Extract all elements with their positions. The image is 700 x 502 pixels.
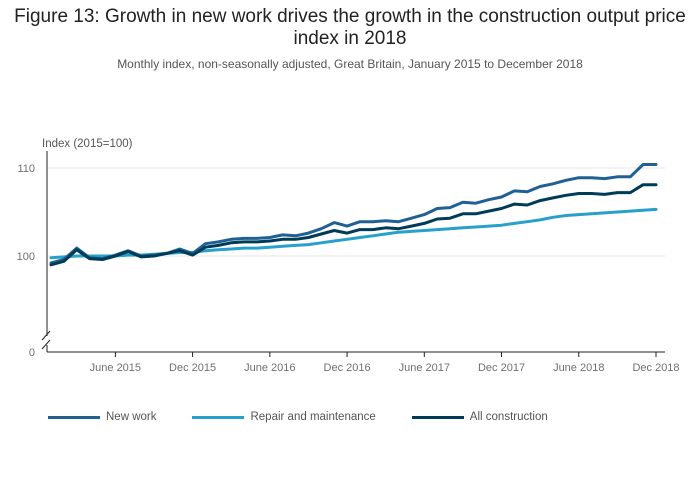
legend-swatch-all-construction bbox=[411, 415, 464, 419]
y-tick-labels: 0 100 110 bbox=[17, 163, 35, 359]
x-tick-label: Dec 2018 bbox=[632, 362, 679, 374]
axes bbox=[41, 151, 665, 357]
x-tick-label: Dec 2016 bbox=[324, 362, 371, 374]
y-axis-title: Index (2015=100) bbox=[42, 138, 133, 150]
legend-swatch-new-work bbox=[48, 415, 100, 419]
y-tick-label-0: 0 bbox=[29, 347, 35, 359]
legend: New work Repair and maintenance All cons… bbox=[48, 409, 584, 425]
legend-item-all-construction[interactable]: All construction bbox=[411, 411, 548, 423]
chart-subtitle: Monthly index, non-seasonally adjusted, … bbox=[117, 57, 583, 71]
axis-break-mark bbox=[41, 339, 51, 350]
x-tick-label: June 2016 bbox=[244, 362, 295, 374]
legend-item-repair-maintenance[interactable]: Repair and maintenance bbox=[192, 411, 376, 423]
axis-break-gap bbox=[41, 336, 53, 345]
legend-swatch-repair-maintenance bbox=[192, 415, 245, 419]
x-tick-label: Dec 2015 bbox=[169, 362, 216, 374]
y-tick-label-110: 110 bbox=[17, 163, 35, 175]
x-tick-labels: June 2015 Dec 2015 June 2016 Dec 2016 June 2… bbox=[90, 362, 680, 374]
series-line-all-construction[interactable] bbox=[49, 183, 658, 267]
chart-title: Figure 13: Growth in new work drives the… bbox=[14, 6, 686, 49]
legend-item-new-work[interactable]: New work bbox=[48, 411, 156, 423]
x-tick-label: June 2018 bbox=[553, 362, 604, 374]
legend-label-new-work: New work bbox=[106, 411, 157, 423]
series-line-new-work[interactable] bbox=[49, 163, 658, 265]
axis-break-mark bbox=[41, 330, 51, 341]
x-tick-label: June 2015 bbox=[90, 362, 141, 374]
legend-label-repair-maintenance: Repair and maintenance bbox=[250, 411, 376, 423]
x-tick-label: June 2017 bbox=[399, 362, 450, 374]
gridlines bbox=[47, 167, 665, 257]
legend-label-all-construction: All construction bbox=[469, 411, 548, 423]
y-tick-label-100: 100 bbox=[17, 251, 35, 263]
x-tick-label: Dec 2017 bbox=[478, 362, 525, 374]
series-line-repair-and-maintenance[interactable] bbox=[49, 207, 658, 260]
series-lines bbox=[49, 163, 658, 267]
